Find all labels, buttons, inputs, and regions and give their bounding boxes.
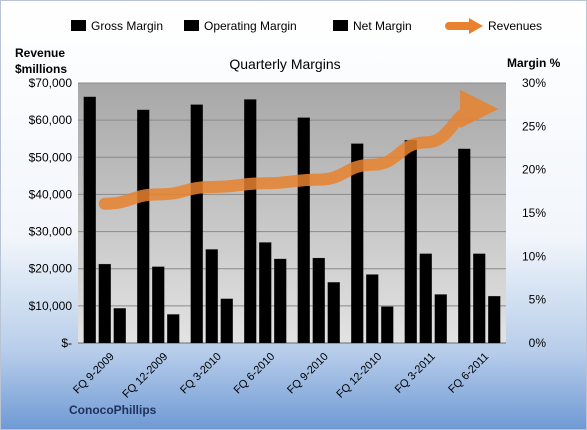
bar-net-margin (274, 258, 287, 344)
left-tick-label: $50,000 (29, 150, 73, 164)
x-tick-label: FQ 6-2011 (446, 351, 491, 396)
left-tick-label: $- (61, 336, 72, 350)
left-tick-label: $70,000 (29, 76, 73, 90)
bar-operating-margin (312, 257, 325, 344)
bar-gross-margin (458, 148, 471, 344)
bar-operating-margin (259, 242, 272, 344)
x-tick-label: FQ 3-2010 (178, 351, 224, 397)
bar-operating-margin (366, 274, 379, 344)
x-tick-label: FQ 12-2010 (334, 351, 384, 401)
plot-area (78, 83, 506, 343)
right-tick-label: 15% (522, 206, 546, 220)
company-name: ConocoPhillips (69, 403, 157, 417)
left-tick-label: $40,000 (29, 187, 73, 201)
left-tick-label: $10,000 (29, 299, 73, 313)
bar-net-margin (488, 295, 501, 344)
bar-net-margin (327, 282, 340, 344)
bar-gross-margin (244, 99, 257, 344)
bar-gross-margin (83, 96, 96, 344)
legend-swatch-gross-margin (71, 20, 86, 31)
bar-gross-margin (297, 117, 310, 344)
chart-title: Quarterly Margins (229, 56, 340, 72)
right-tick-label: 20% (522, 163, 546, 177)
legend-label-net-margin: Net Margin (353, 19, 412, 33)
left-tick-label: $30,000 (29, 225, 73, 239)
bar-gross-margin (351, 143, 364, 344)
bar-operating-margin (98, 263, 111, 344)
bar-net-margin (220, 298, 233, 344)
left-tick-label: $20,000 (29, 262, 73, 276)
bar-operating-margin (152, 266, 165, 344)
legend-arrow-icon (469, 18, 483, 34)
left-tick-label: $60,000 (29, 113, 73, 127)
bar-gross-margin (190, 104, 203, 344)
x-tick-label: FQ 9-2009 (71, 351, 117, 397)
bar-gross-margin (404, 139, 417, 344)
right-axis-ticks: 0% 5% 10% 15% 20% 25% 30% (522, 76, 546, 350)
left-axis-label-line1: Revenue (15, 46, 65, 60)
bar-net-margin (434, 294, 447, 344)
bar-net-margin (167, 314, 180, 344)
right-tick-label: 0% (529, 336, 547, 350)
bar-group (83, 96, 501, 344)
x-axis-ticks: FQ 9-2009 FQ 12-2009 FQ 3-2010 FQ 6-2010 FQ … (71, 351, 491, 401)
right-axis-label: Margin % (507, 56, 561, 70)
x-tick-label: FQ 9-2010 (285, 351, 331, 397)
bar-operating-margin (473, 253, 486, 344)
right-tick-label: 30% (522, 76, 546, 90)
bar-operating-margin (205, 249, 218, 344)
bar-net-margin (381, 306, 394, 344)
legend: Gross Margin Operating Margin Net Margin… (71, 18, 542, 34)
right-tick-label: 25% (522, 119, 546, 133)
right-tick-label: 10% (522, 249, 546, 263)
x-tick-label: FQ 6-2010 (232, 351, 278, 397)
bar-operating-margin (419, 253, 432, 344)
x-tick-label: FQ 12-2009 (120, 351, 170, 401)
right-tick-label: 5% (529, 293, 547, 307)
legend-swatch-operating-margin (184, 20, 199, 31)
legend-swatch-net-margin (333, 20, 348, 31)
left-axis-label-line2: $millions (15, 62, 67, 76)
x-tick-label: FQ 3-2011 (393, 351, 438, 396)
revenues-line (98, 89, 499, 210)
legend-label-operating-margin: Operating Margin (204, 19, 297, 33)
bar-gross-margin (137, 109, 150, 344)
bar-net-margin (113, 308, 126, 344)
left-axis-ticks: $- $10,000 $20,000 $30,000 $40,000 $50,000 $60… (29, 76, 73, 350)
gridlines (78, 82, 506, 344)
legend-label-gross-margin: Gross Margin (91, 19, 163, 33)
legend-label-revenues: Revenues (488, 19, 542, 33)
